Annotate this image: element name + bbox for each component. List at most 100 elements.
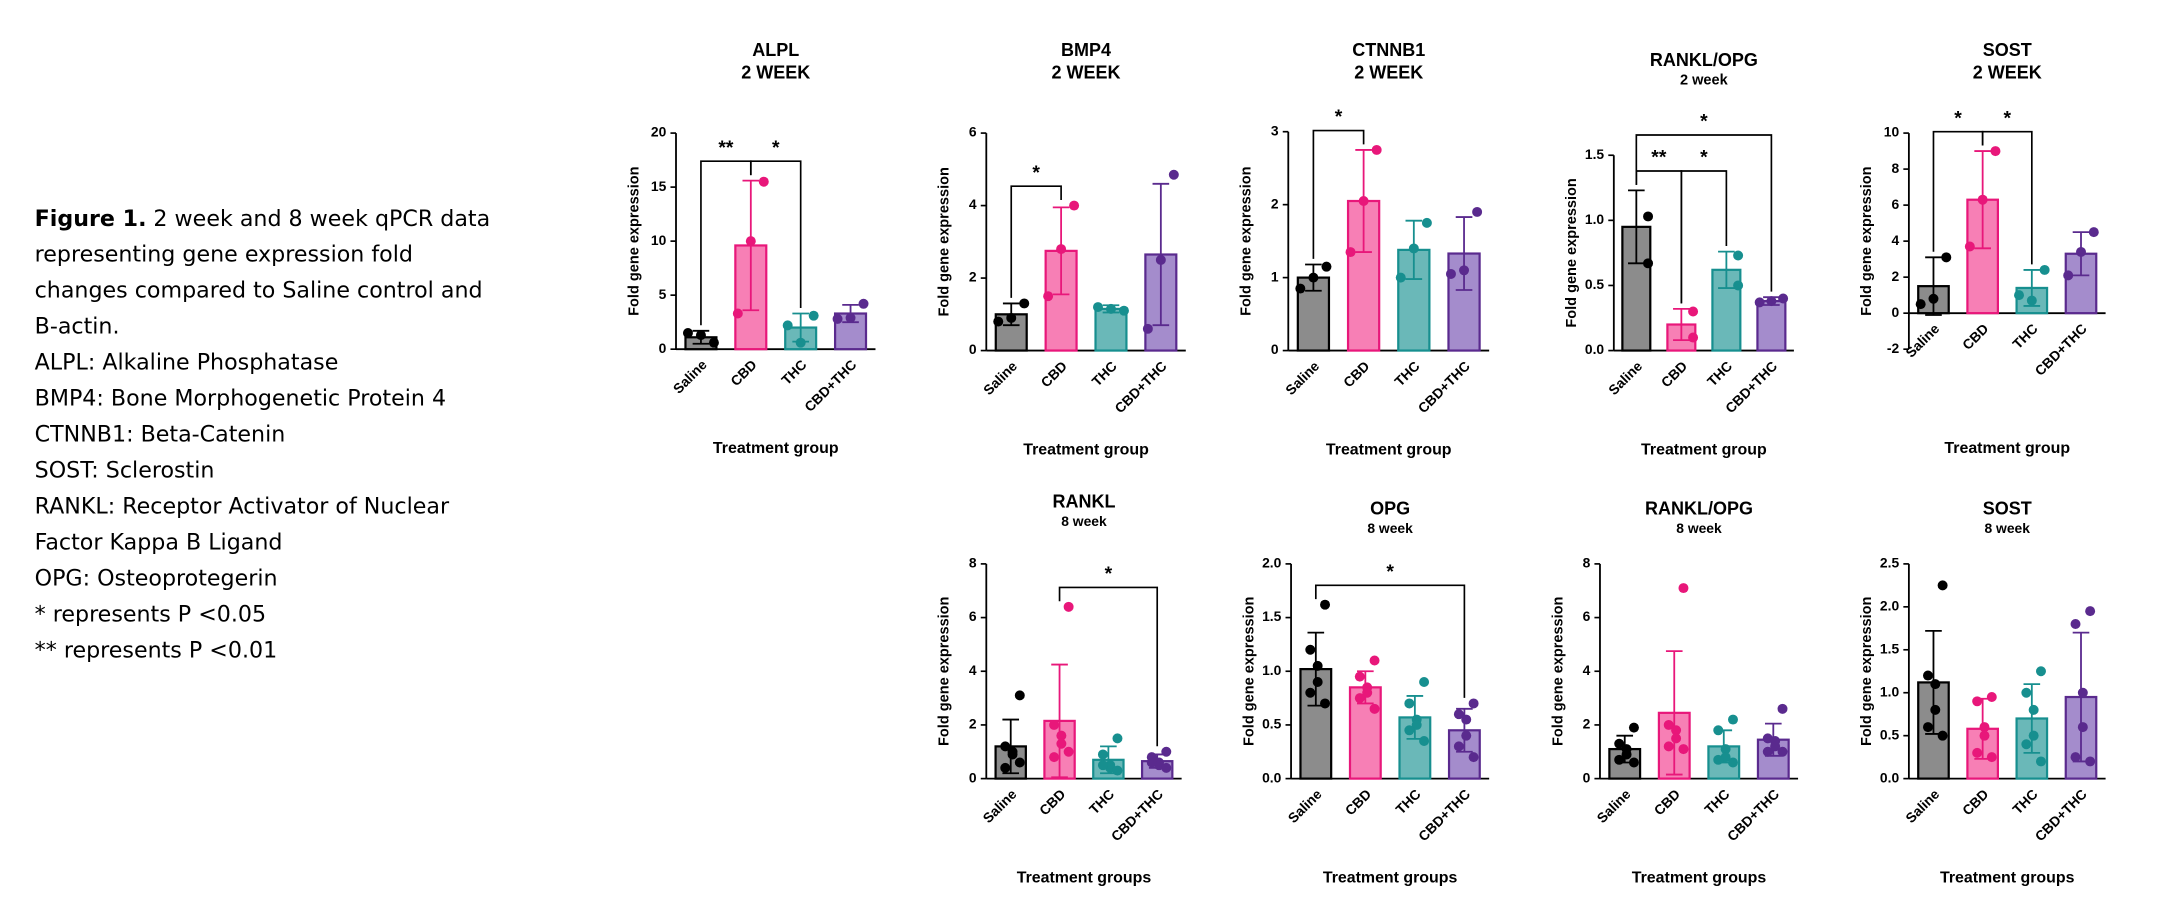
y-tick-label: 0.0 (1262, 769, 1282, 785)
data-point (695, 330, 706, 341)
y-tick-label: 6 (969, 124, 977, 140)
y-tick-label: 0 (1891, 304, 1899, 320)
data-point (1354, 671, 1365, 682)
y-axis-label: Fold gene expression (1859, 597, 1875, 746)
data-point (1411, 719, 1422, 730)
data-point (1049, 752, 1060, 763)
significance-label: ** (1651, 147, 1667, 169)
data-point (1461, 730, 1472, 741)
x-tick-label: THC (1704, 358, 1735, 389)
data-point (1922, 670, 1933, 681)
data-point (1014, 757, 1025, 768)
x-axis-label: Treatment group (1326, 442, 1452, 459)
data-point (1979, 730, 1990, 741)
x-tick-label: Saline (1902, 786, 1942, 826)
data-point (1614, 754, 1625, 765)
data-point (2076, 246, 2086, 257)
y-tick-label: 1.0 (1880, 683, 1900, 699)
data-point (1421, 217, 1432, 228)
x-tick-label: CBD+THC (1111, 358, 1169, 416)
y-tick-label: 2 (969, 716, 977, 732)
y-tick-label: 1.5 (1585, 146, 1605, 162)
data-point (1977, 194, 1988, 205)
caption-text: 2 week and 8 week qPCR data (153, 205, 490, 231)
caption-line: representing gene expression fold (35, 241, 413, 267)
chart-subtitle: 8 week (1367, 520, 1413, 536)
data-point (1118, 305, 1129, 316)
significance-label: ** (718, 137, 734, 159)
significance-label: * (1954, 107, 1962, 129)
data-point (1408, 243, 1419, 254)
data-point (808, 310, 819, 321)
y-tick-label: 2 (969, 269, 977, 285)
data-point (1146, 757, 1157, 768)
y-tick-label: 4 (969, 196, 977, 212)
chart-subtitle: 8 week (1061, 513, 1107, 529)
y-tick-label: 2 (1583, 716, 1591, 732)
data-point (858, 298, 869, 309)
data-point (1056, 244, 1067, 255)
data-point (1321, 261, 1332, 272)
y-tick-label: 8 (1891, 160, 1899, 176)
y-tick-label: 1.0 (1262, 662, 1282, 678)
y-tick-label: 1.5 (1262, 608, 1282, 624)
data-point (1733, 280, 1744, 291)
chart-title: SOST (1983, 40, 2032, 60)
data-point (832, 313, 843, 324)
data-point (1320, 599, 1331, 610)
significance-label: * (1335, 106, 1343, 128)
data-point (1770, 741, 1781, 752)
data-point (1979, 722, 1990, 733)
bar (1447, 252, 1481, 352)
y-tick-label: 0.0 (1880, 769, 1900, 785)
data-point (1305, 644, 1316, 655)
y-tick-label: 5 (659, 286, 667, 302)
x-axis-label: Treatment group (1023, 442, 1149, 459)
caption-line: SOST: Sclerostin (35, 458, 215, 484)
significance-bracket (1058, 586, 1159, 747)
x-axis-label: Treatment groups (1940, 870, 2075, 887)
caption-label: Figure 1. (35, 205, 147, 231)
error-bar (1051, 663, 1068, 779)
caption-line: RANKL: Receptor Activator of Nuclear (35, 494, 450, 520)
y-tick-label: 2.0 (1262, 555, 1282, 571)
chart-title: ALPL (752, 40, 799, 60)
x-tick-label: CBD (1340, 358, 1373, 391)
x-tick-label: CBD+THC (1724, 786, 1782, 844)
x-axis-label: Treatment groups (1323, 870, 1458, 887)
data-point (1621, 749, 1632, 760)
bar (1756, 299, 1787, 352)
data-point (1404, 725, 1415, 736)
y-tick-label: 0.5 (1262, 716, 1282, 732)
data-point (2035, 666, 2046, 677)
data-point (1063, 746, 1074, 757)
data-point (1964, 241, 1975, 252)
chart-title: RANKL/OPG (1645, 499, 1753, 519)
x-axis-label: Treatment groups (1017, 870, 1152, 887)
error-bar (1628, 189, 1645, 265)
significance-bracket (1010, 185, 1062, 298)
y-axis-label: Fold gene expression (1241, 597, 1257, 746)
data-point (2028, 704, 2039, 715)
y-tick-label: 0 (1271, 341, 1279, 357)
x-axis-label: Treatment groups (1632, 870, 1767, 887)
chart-subtitle: 2 WEEK (1973, 62, 2042, 82)
data-point (1445, 268, 1456, 279)
y-tick-label: 0 (969, 769, 977, 785)
y-tick-label: 10 (651, 232, 667, 248)
x-tick-label: THC (1088, 358, 1119, 389)
chart-subtitle: 2 week (1680, 72, 1729, 88)
data-point (2085, 606, 2096, 617)
x-tick-label: THC (2009, 320, 2040, 351)
y-tick-label: 0.0 (1585, 341, 1605, 357)
y-tick-label: 2 (1891, 268, 1899, 284)
data-point (1006, 312, 1017, 323)
x-tick-label: CBD (1651, 786, 1684, 819)
x-tick-label: THC (1392, 786, 1423, 817)
data-point (1358, 196, 1369, 206)
y-axis-label: Fold gene expression (1564, 178, 1580, 327)
